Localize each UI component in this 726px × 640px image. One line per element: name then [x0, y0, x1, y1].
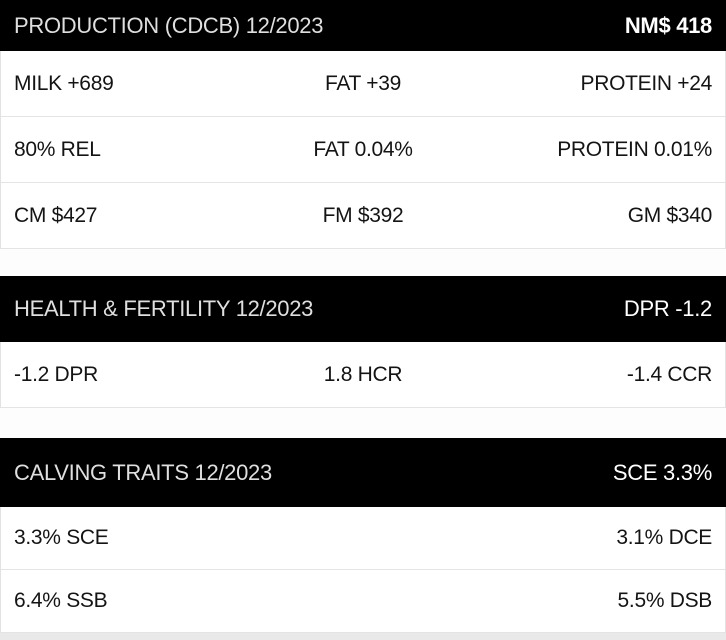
cell-dpr: -1.2 DPR — [14, 362, 98, 386]
cell-protein: PROTEIN +24 — [580, 71, 713, 95]
cell-hcr: 1.8 HCR — [323, 362, 403, 386]
table-row: 80% REL FAT 0.04% PROTEIN 0.01% — [1, 117, 725, 183]
cell-reliability: 80% REL — [14, 137, 101, 161]
production-title: PRODUCTION (CDCB) 12/2023 — [14, 12, 324, 38]
table-row: MILK +689 FAT +39 PROTEIN +24 — [1, 51, 725, 117]
cell-ssb: 6.4% SSB — [14, 589, 108, 612]
health-fertility-header-value: DPR -1.2 — [623, 296, 712, 321]
health-fertility-body: -1.2 DPR 1.8 HCR -1.4 CCR — [0, 342, 726, 408]
cell-gm: GM $340 — [627, 203, 713, 227]
cell-dce: 3.1% DCE — [616, 526, 713, 549]
table-row: 6.4% SSB 5.5% DSB — [1, 570, 725, 633]
section-calving-traits: CALVING TRAITS 12/2023 SCE 3.3% 3.3% SCE… — [0, 438, 726, 633]
cell-cm: CM $427 — [14, 203, 98, 227]
table-row: -1.2 DPR 1.8 HCR -1.4 CCR — [1, 342, 725, 408]
section-health-fertility: HEALTH & FERTILITY 12/2023 DPR -1.2 -1.2… — [0, 276, 726, 408]
table-row: 3.3% SCE 3.1% DCE — [1, 507, 725, 570]
production-body: MILK +689 FAT +39 PROTEIN +24 80% REL FA… — [0, 51, 726, 249]
cell-fat-pct: FAT 0.04% — [313, 137, 413, 161]
cell-fat: FAT +39 — [325, 71, 401, 95]
table-row: CM $427 FM $392 GM $340 — [1, 183, 725, 249]
health-fertility-title: HEALTH & FERTILITY 12/2023 — [14, 296, 314, 321]
calving-traits-body: 3.3% SCE 3.1% DCE 6.4% SSB 5.5% DSB — [0, 507, 726, 633]
cell-protein-pct: PROTEIN 0.01% — [557, 137, 713, 161]
calving-traits-header-value: SCE 3.3% — [612, 459, 712, 485]
cell-sce: 3.3% SCE — [14, 526, 109, 549]
section-production: PRODUCTION (CDCB) 12/2023 NM$ 418 MILK +… — [0, 0, 726, 249]
production-header: PRODUCTION (CDCB) 12/2023 NM$ 418 — [0, 0, 726, 51]
calving-traits-header: CALVING TRAITS 12/2023 SCE 3.3% — [0, 438, 726, 507]
cell-milk: MILK +689 — [14, 71, 114, 95]
production-header-value: NM$ 418 — [624, 12, 712, 38]
cell-fm: FM $392 — [322, 203, 404, 227]
health-fertility-header: HEALTH & FERTILITY 12/2023 DPR -1.2 — [0, 276, 726, 342]
cell-dsb: 5.5% DSB — [617, 589, 713, 612]
cell-ccr: -1.4 CCR — [626, 362, 713, 386]
calving-traits-title: CALVING TRAITS 12/2023 — [14, 459, 272, 485]
